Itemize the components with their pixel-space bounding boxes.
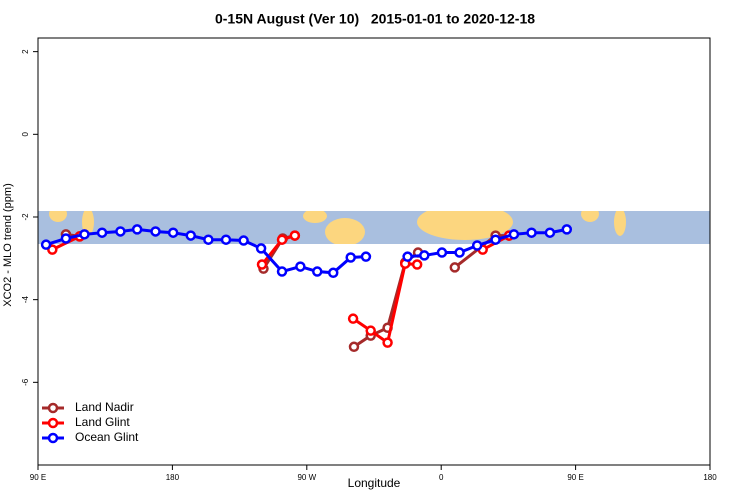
legend-marker bbox=[47, 402, 59, 414]
point bbox=[185, 230, 197, 241]
point bbox=[348, 341, 360, 353]
point bbox=[411, 259, 423, 270]
land-shapes bbox=[49, 211, 626, 244]
point bbox=[276, 234, 288, 245]
x-tick-label: 90 E bbox=[567, 473, 583, 482]
x-tick-label: 180 bbox=[703, 473, 717, 482]
point bbox=[220, 234, 232, 245]
point bbox=[312, 266, 323, 277]
point bbox=[345, 252, 356, 263]
point bbox=[347, 313, 359, 324]
point bbox=[360, 251, 372, 262]
point bbox=[203, 234, 214, 245]
y-axis-label: XCO2 - MLO trend (ppm) bbox=[2, 183, 14, 306]
point bbox=[150, 226, 161, 237]
x-tick-label: 90 E bbox=[30, 473, 46, 482]
legend-label: Land Glint bbox=[75, 415, 130, 429]
point bbox=[255, 243, 267, 254]
legend-marker bbox=[47, 432, 59, 444]
point bbox=[295, 261, 306, 272]
x-axis-label: Longitude bbox=[348, 476, 401, 490]
legend-label: Ocean Glint bbox=[75, 430, 139, 444]
x-tick-label: 180 bbox=[166, 473, 180, 482]
point bbox=[96, 227, 108, 238]
y-tick-label: 2 bbox=[21, 49, 30, 54]
x-tick-label: 0 bbox=[439, 473, 444, 482]
point bbox=[449, 262, 461, 273]
point bbox=[327, 267, 339, 279]
point bbox=[382, 337, 393, 348]
point bbox=[544, 227, 556, 238]
point bbox=[289, 230, 301, 241]
point bbox=[526, 227, 537, 238]
point bbox=[508, 229, 520, 240]
point bbox=[436, 247, 448, 258]
point bbox=[402, 251, 413, 262]
point bbox=[79, 229, 90, 240]
point bbox=[131, 224, 143, 235]
point bbox=[419, 250, 430, 261]
y-tick-label: -6 bbox=[21, 378, 30, 386]
y-tick-label: -2 bbox=[21, 213, 30, 221]
plot-frame bbox=[37, 37, 711, 466]
legend-label: Land Nadir bbox=[75, 400, 134, 414]
y-tick-label: 0 bbox=[21, 132, 30, 137]
point bbox=[454, 247, 465, 258]
point bbox=[238, 235, 249, 246]
point bbox=[60, 233, 72, 244]
point bbox=[471, 240, 483, 251]
point bbox=[365, 325, 376, 336]
chart-title: 0-15N August (Ver 10) 2015-01-01 to 2020… bbox=[215, 11, 535, 27]
point bbox=[115, 226, 126, 237]
point bbox=[276, 266, 288, 277]
x-tick-label: 90 W bbox=[297, 473, 316, 482]
point bbox=[40, 239, 52, 250]
point bbox=[167, 227, 179, 238]
legend-marker bbox=[47, 417, 59, 429]
point bbox=[490, 234, 501, 245]
point bbox=[561, 224, 573, 235]
y-tick-label: -4 bbox=[21, 296, 30, 304]
point bbox=[256, 259, 268, 270]
